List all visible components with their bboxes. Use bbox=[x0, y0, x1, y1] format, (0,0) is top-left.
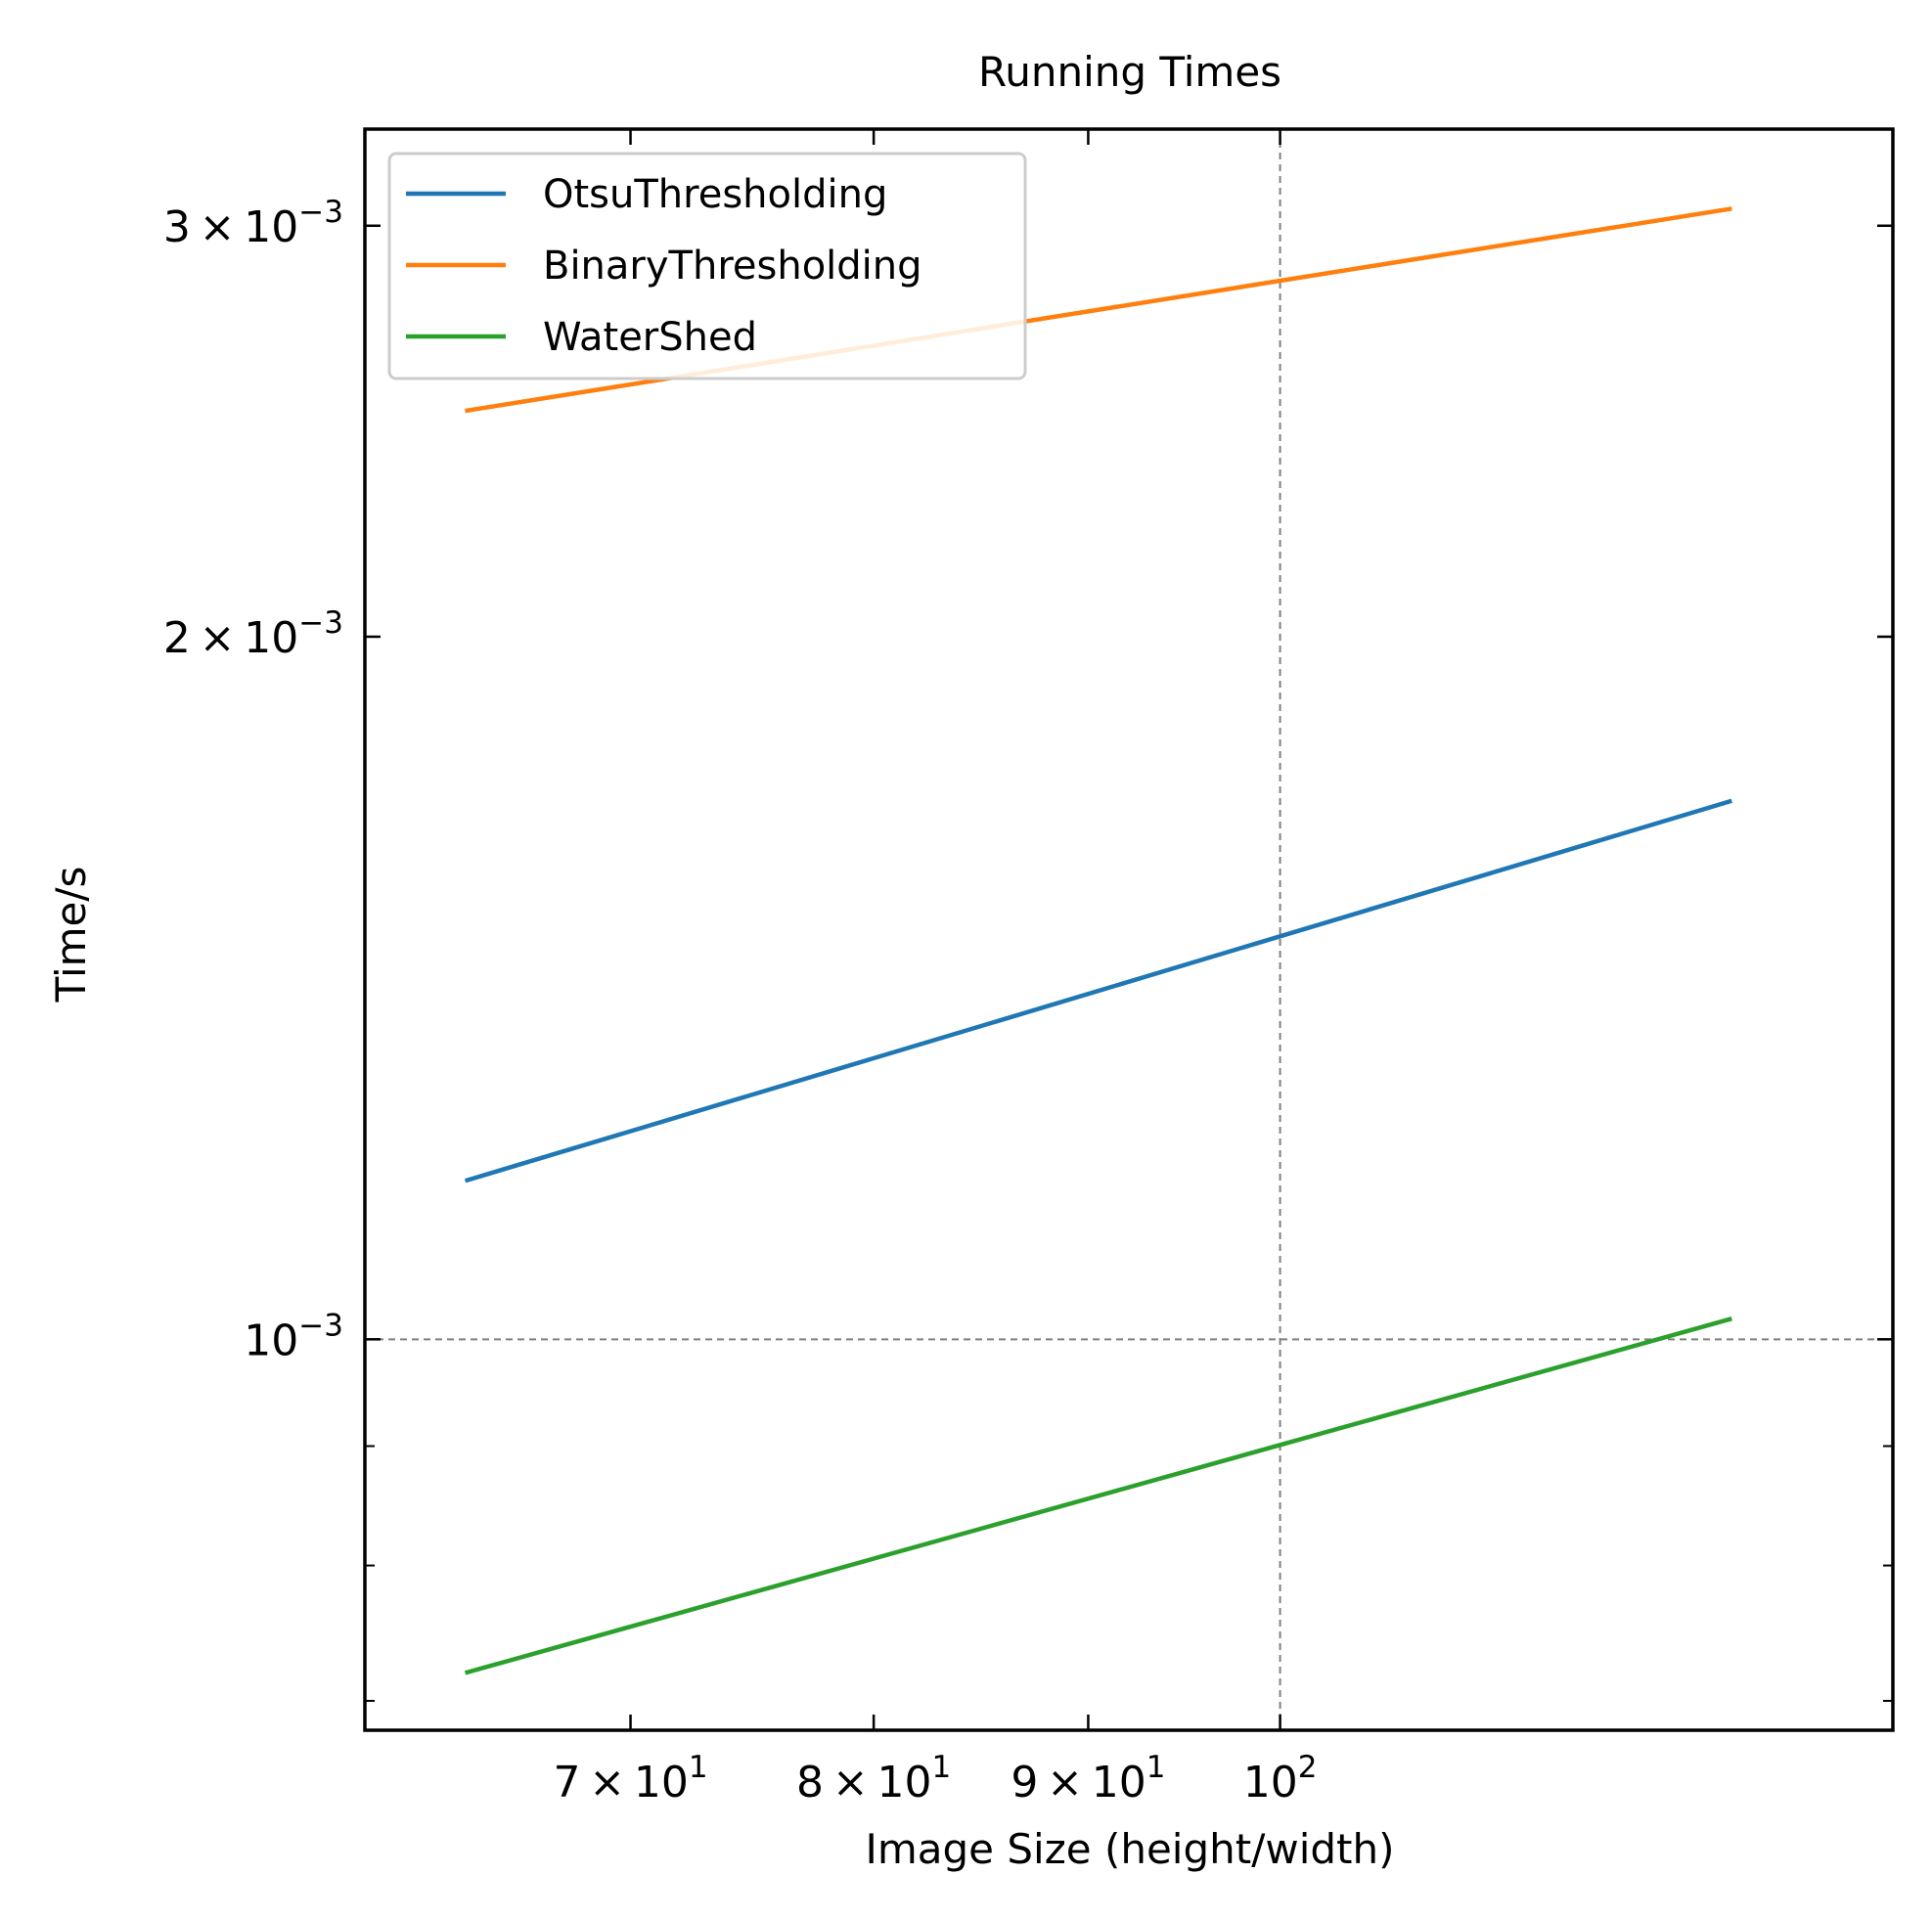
x-tick-label: 9 × 101 bbox=[1011, 1750, 1165, 1807]
series-line-otsuthresholding bbox=[464, 798, 1732, 1183]
x-tick-label-exponent: 1 bbox=[931, 1750, 951, 1785]
y-axis-label: Time/s bbox=[47, 867, 95, 1004]
series-line-watershed bbox=[464, 1317, 1732, 1675]
legend-label-otsuthresholding: OtsuThresholding bbox=[543, 172, 887, 217]
y-tick-label-exponent: −3 bbox=[298, 1308, 343, 1343]
series-lines bbox=[464, 206, 1732, 1675]
legend-label-binarythresholding: BinaryThresholding bbox=[543, 244, 922, 289]
y-tick-label: 10−3 bbox=[244, 1308, 343, 1365]
x-tick-label-exponent: 1 bbox=[689, 1750, 708, 1785]
legend-box bbox=[387, 152, 1027, 380]
tick-labels: 7 × 101 8 × 101 9 × 101 102 3 × 10−3 2 × 10−3… bbox=[163, 195, 1318, 1807]
grid-lines bbox=[365, 129, 1893, 1730]
x-tick-label: 102 bbox=[1243, 1750, 1318, 1807]
y-tick-label: 3 × 10−3 bbox=[163, 195, 343, 252]
plot-frame bbox=[363, 127, 1895, 1732]
chart-title: Running Times bbox=[978, 48, 1281, 96]
x-tick-label: 7 × 101 bbox=[553, 1750, 707, 1807]
x-tick-label: 8 × 101 bbox=[796, 1750, 951, 1807]
y-tick-label-exponent: −3 bbox=[298, 195, 343, 230]
y-tick-label-exponent: −3 bbox=[298, 605, 343, 641]
x-tick-label-exponent: 2 bbox=[1298, 1750, 1318, 1785]
axis-ticks bbox=[365, 129, 1893, 1730]
legend-label-watershed: WaterShed bbox=[543, 315, 757, 360]
y-tick-label: 2 × 10−3 bbox=[163, 605, 343, 663]
x-axis-label: Image Size (height/width) bbox=[865, 1825, 1394, 1873]
legend: OtsuThresholding BinaryThresholding WaterS… bbox=[387, 152, 1027, 380]
x-tick-label-exponent: 1 bbox=[1146, 1750, 1166, 1785]
